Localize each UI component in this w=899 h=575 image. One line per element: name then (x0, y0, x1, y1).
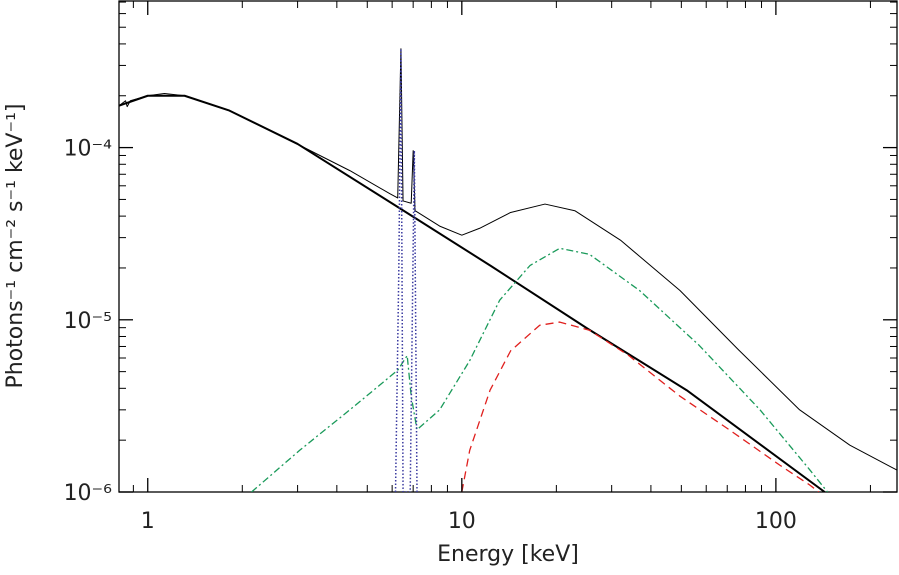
plot-frame (118, 0, 898, 493)
series-line (119, 48, 897, 471)
y-axis-label: Photons⁻¹ cm⁻² s⁻¹ keV⁻¹] (3, 104, 28, 389)
x-axis-label: Energy [keV] (437, 542, 579, 567)
y-tick-label: 10⁻⁴ (64, 137, 113, 162)
x-tick-label: 10 (448, 509, 476, 534)
series-line (251, 247, 829, 492)
x-tick-label: 100 (755, 509, 797, 534)
y-tick-label: 10⁻⁶ (64, 481, 113, 506)
x-tick-label: 1 (141, 509, 155, 534)
y-tick-label: 10⁻⁵ (64, 309, 112, 334)
series-line (394, 47, 418, 492)
series-layer (119, 47, 897, 492)
series-line (119, 94, 826, 492)
series-line (461, 321, 820, 492)
